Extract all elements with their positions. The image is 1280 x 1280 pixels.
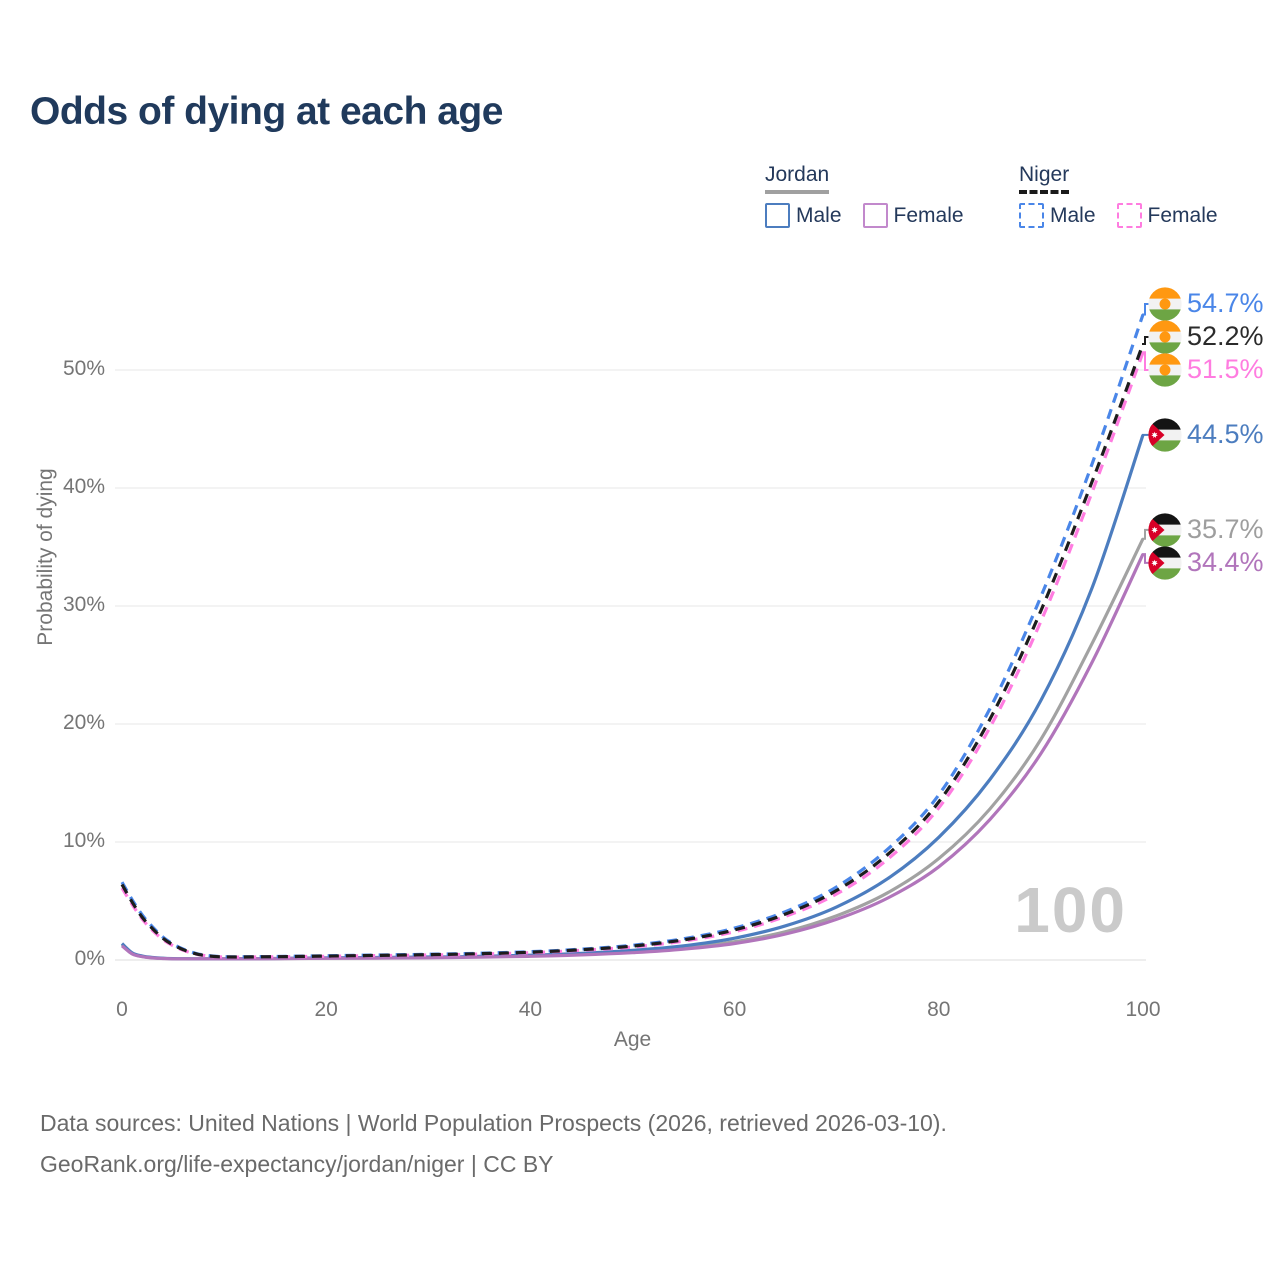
legend-item-niger-female[interactable]: Female [1116, 203, 1218, 229]
legend-label-niger-male: Male [1050, 203, 1096, 227]
series-line-niger-both-sexes[interactable] [120, 343, 1145, 959]
end-label-niger-both-sexes: 52.2% [1148, 320, 1264, 354]
legend-group-jordan: Jordan Male Female [765, 163, 985, 229]
legend-swatch-jordan-male [765, 203, 790, 229]
series-line-niger-female[interactable] [120, 351, 1145, 959]
y-tick-label-0%: 0% [74, 947, 105, 970]
leader-niger-both-sexes [1142, 336, 1149, 345]
niger-flag-icon [1148, 353, 1182, 387]
end-label-jordan-male: 44.5% [1148, 418, 1264, 452]
legend-swatch-niger-female [1116, 203, 1142, 229]
end-label-niger-male: 54.7% [1148, 287, 1264, 321]
legend-country-jordan[interactable]: Jordan [765, 163, 830, 195]
footer-data-sources: Data sources: United Nations | World Pop… [40, 1110, 947, 1136]
y-axis-title: Probability of dying [34, 468, 57, 646]
series-line-jordan-both-sexes[interactable] [120, 538, 1145, 961]
legend-items-jordan: Male Female [765, 203, 985, 229]
series-line-jordan-female[interactable] [120, 553, 1145, 961]
y-tick-label-50%: 50% [62, 357, 105, 380]
legend-item-jordan-female[interactable]: Female [862, 203, 964, 229]
end-label-value-niger-both-sexes: 52.2% [1187, 321, 1264, 352]
gridlines [115, 369, 1146, 961]
legend-item-niger-male[interactable]: Male [1019, 203, 1096, 229]
end-label-value-jordan-both-sexes: 35.7% [1187, 514, 1264, 545]
x-tick-label-100: 100 [1125, 998, 1161, 1021]
legend-items-niger: Male Female [1019, 203, 1239, 229]
legend-label-jordan-female: Female [893, 203, 964, 227]
end-label-value-jordan-male: 44.5% [1187, 419, 1264, 450]
leader-jordan-female [1142, 553, 1149, 564]
end-label-value-jordan-female: 34.4% [1187, 547, 1264, 578]
series-lines [120, 313, 1145, 961]
x-tick-label-0: 0 [116, 998, 128, 1021]
end-label-value-niger-male: 54.7% [1187, 288, 1264, 319]
y-tick-label-40%: 40% [62, 475, 105, 498]
jordan-flag-icon [1148, 513, 1182, 547]
niger-flag-icon [1148, 320, 1182, 354]
end-label-jordan-both-sexes: 35.7% [1148, 513, 1264, 547]
y-tick-label-10%: 10% [62, 829, 105, 852]
legend-swatch-niger-male [1019, 203, 1044, 229]
legend-item-jordan-male[interactable]: Male [765, 203, 842, 229]
series-line-niger-male[interactable] [120, 313, 1145, 959]
series-line-jordan-male[interactable] [120, 434, 1145, 961]
x-tick-label-80: 80 [927, 998, 951, 1021]
leader-niger-female [1142, 351, 1149, 371]
legend-label-jordan-male: Male [796, 203, 842, 227]
end-label-niger-female: 51.5% [1148, 353, 1264, 387]
jordan-flag-icon [1148, 546, 1182, 580]
x-tick-label-40: 40 [518, 998, 543, 1021]
leader-jordan-both-sexes [1142, 528, 1149, 540]
legend-group-niger: Niger Male Female [1019, 163, 1239, 229]
leader-lines [1142, 303, 1149, 564]
page-title: Odds of dying at each age [30, 90, 503, 133]
leader-niger-male [1142, 303, 1149, 316]
legend-swatch-jordan-female [862, 203, 888, 229]
x-tick-label-20: 20 [314, 998, 338, 1021]
legend-country-niger[interactable]: Niger [1019, 163, 1070, 195]
footer-attribution: GeoRank.org/life-expectancy/jordan/niger… [40, 1151, 554, 1177]
end-label-jordan-female: 34.4% [1148, 546, 1264, 580]
end-label-value-niger-female: 51.5% [1187, 354, 1264, 385]
y-tick-label-20%: 20% [62, 711, 105, 734]
jordan-flag-icon [1148, 418, 1182, 452]
legend-label-niger-female: Female [1147, 203, 1218, 227]
y-tick-label-30%: 30% [62, 593, 105, 616]
niger-flag-icon [1148, 287, 1182, 321]
x-axis-title: Age [613, 1028, 652, 1051]
x-tick-label-60: 60 [722, 998, 747, 1021]
age-watermark: 100 [1014, 874, 1127, 946]
